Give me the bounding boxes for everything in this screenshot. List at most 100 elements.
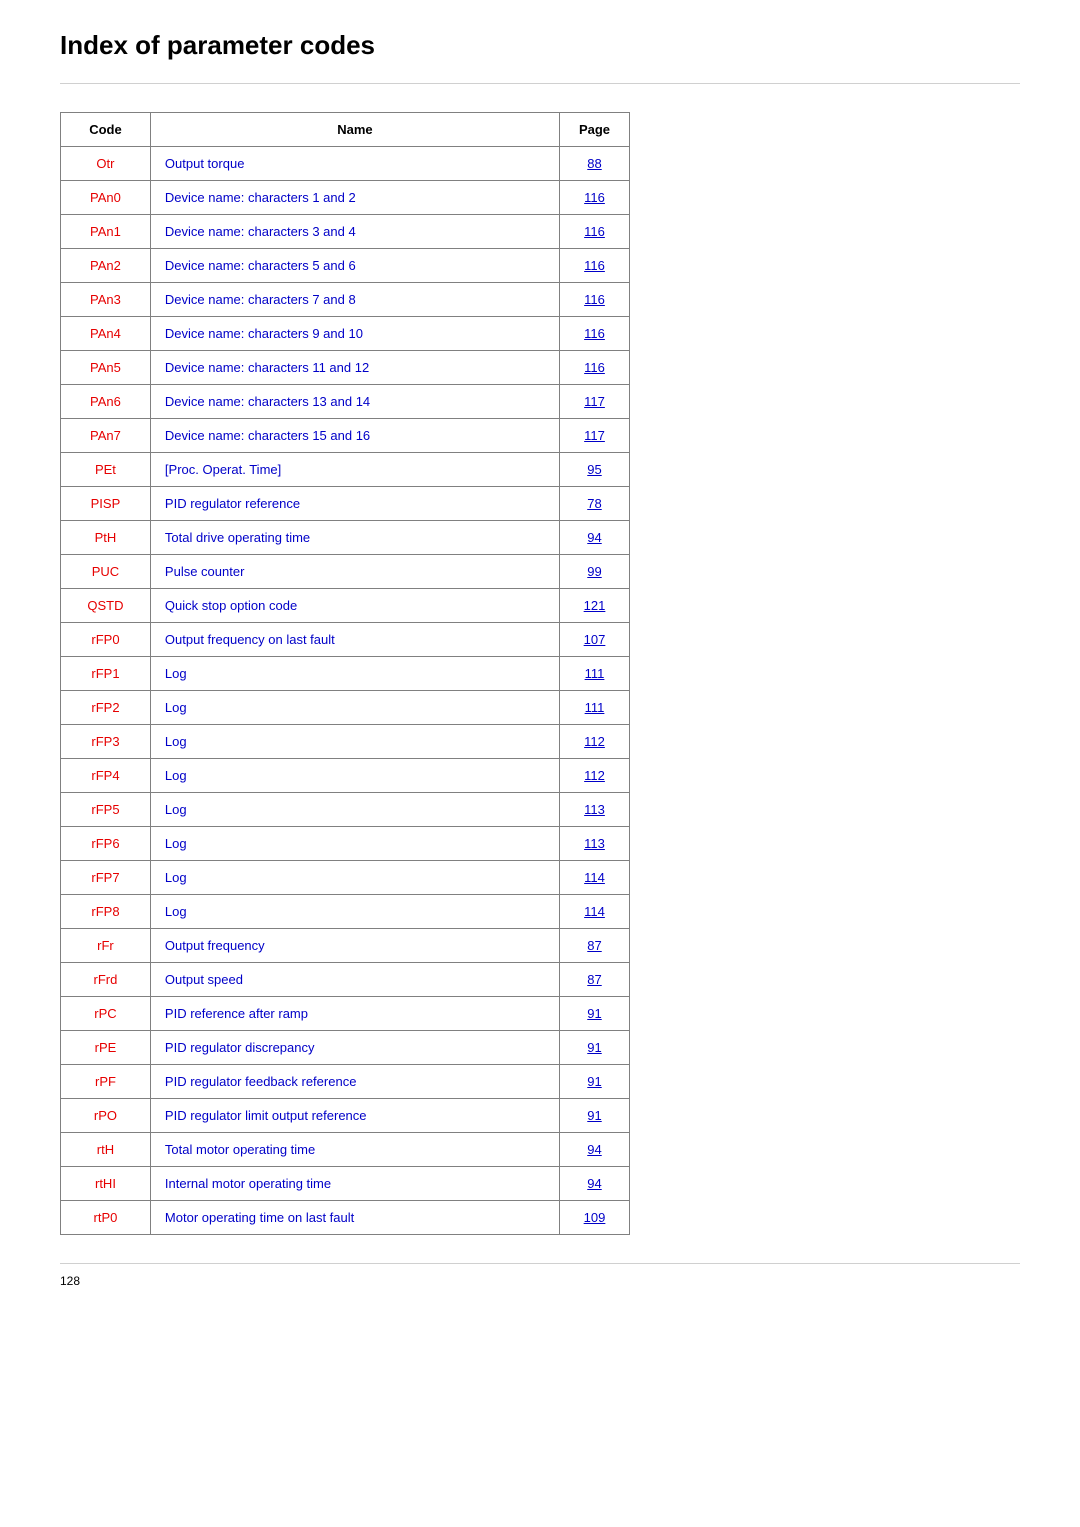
code-cell: PAn7 <box>61 419 151 453</box>
page-cell: 116 <box>560 181 630 215</box>
name-cell: Device name: characters 1 and 2 <box>150 181 559 215</box>
code-cell: rtHI <box>61 1167 151 1201</box>
header-name: Name <box>150 113 559 147</box>
code-cell: rFP7 <box>61 861 151 895</box>
table-row: PISPPID regulator reference78 <box>61 487 630 521</box>
table-row: rFP0Output frequency on last fault107 <box>61 623 630 657</box>
page-link[interactable]: 87 <box>587 972 601 987</box>
page-link[interactable]: 94 <box>587 1142 601 1157</box>
table-row: PtHTotal drive operating time94 <box>61 521 630 555</box>
page-container: Index of parameter codes Code Name Page … <box>0 0 1080 1318</box>
page-cell: 114 <box>560 895 630 929</box>
table-row: rtP0Motor operating time on last fault 10… <box>61 1201 630 1235</box>
page-link[interactable]: 113 <box>584 802 605 817</box>
table-row: rFP7Log 114 <box>61 861 630 895</box>
page-link[interactable]: 88 <box>587 156 601 171</box>
page-link[interactable]: 116 <box>584 258 605 273</box>
page-link[interactable]: 107 <box>584 632 606 647</box>
page-link[interactable]: 117 <box>584 428 605 443</box>
page-cell: 94 <box>560 521 630 555</box>
table-row: rFP8Log114 <box>61 895 630 929</box>
table-row: rFrOutput frequency87 <box>61 929 630 963</box>
page-link[interactable]: 78 <box>587 496 601 511</box>
page-cell: 116 <box>560 249 630 283</box>
name-cell: Log <box>150 861 559 895</box>
table-row: OtrOutput torque88 <box>61 147 630 181</box>
page-link[interactable]: 111 <box>585 700 605 715</box>
page-cell: 78 <box>560 487 630 521</box>
page-link[interactable]: 112 <box>584 734 605 749</box>
table-row: rPEPID regulator discrepancy 91 <box>61 1031 630 1065</box>
page-link[interactable]: 94 <box>587 1176 601 1191</box>
header-page: Page <box>560 113 630 147</box>
page-cell: 94 <box>560 1167 630 1201</box>
name-cell: Output frequency on last fault <box>150 623 559 657</box>
page-cell: 113 <box>560 827 630 861</box>
page-link[interactable]: 116 <box>584 292 605 307</box>
page-link[interactable]: 116 <box>584 326 605 341</box>
page-cell: 111 <box>560 657 630 691</box>
name-cell: Output torque <box>150 147 559 181</box>
name-cell: Log <box>150 725 559 759</box>
page-link[interactable]: 99 <box>587 564 601 579</box>
page-link[interactable]: 87 <box>587 938 601 953</box>
page-cell: 112 <box>560 759 630 793</box>
page-cell: 117 <box>560 385 630 419</box>
page-link[interactable]: 114 <box>584 904 605 919</box>
table-header-row: Code Name Page <box>61 113 630 147</box>
code-cell: rFP4 <box>61 759 151 793</box>
name-cell: Device name: characters 5 and 6 <box>150 249 559 283</box>
page-link[interactable]: 95 <box>587 462 601 477</box>
name-cell: Device name: characters 15 and 16 <box>150 419 559 453</box>
page-link[interactable]: 116 <box>584 224 605 239</box>
name-cell: Device name: characters 11 and 12 <box>150 351 559 385</box>
page-cell: 91 <box>560 1031 630 1065</box>
table-row: PEt[Proc. Operat. Time]95 <box>61 453 630 487</box>
page-cell: 116 <box>560 317 630 351</box>
page-link[interactable]: 109 <box>584 1210 606 1225</box>
name-cell: Total drive operating time <box>150 521 559 555</box>
page-cell: 91 <box>560 997 630 1031</box>
page-link[interactable]: 94 <box>587 530 601 545</box>
name-cell: Device name: characters 9 and 10 <box>150 317 559 351</box>
table-row: PUCPulse counter99 <box>61 555 630 589</box>
page-link[interactable]: 91 <box>587 1108 601 1123</box>
name-cell: Device name: characters 3 and 4 <box>150 215 559 249</box>
page-link[interactable]: 112 <box>584 768 605 783</box>
page-cell: 114 <box>560 861 630 895</box>
page-cell: 117 <box>560 419 630 453</box>
table-row: PAn0Device name: characters 1 and 2116 <box>61 181 630 215</box>
page-cell: 116 <box>560 283 630 317</box>
name-cell: PID regulator discrepancy <box>150 1031 559 1065</box>
name-cell: Device name: characters 13 and 14 <box>150 385 559 419</box>
name-cell: Log <box>150 895 559 929</box>
page-link[interactable]: 117 <box>584 394 605 409</box>
name-cell: Quick stop option code <box>150 589 559 623</box>
page-link[interactable]: 91 <box>587 1006 601 1021</box>
code-cell: rPF <box>61 1065 151 1099</box>
code-cell: rFP1 <box>61 657 151 691</box>
page-link[interactable]: 91 <box>587 1040 601 1055</box>
name-cell: Output speed <box>150 963 559 997</box>
page-link[interactable]: 111 <box>585 666 605 681</box>
code-cell: rFP6 <box>61 827 151 861</box>
page-cell: 99 <box>560 555 630 589</box>
name-cell: Log <box>150 793 559 827</box>
page-link[interactable]: 116 <box>584 190 605 205</box>
code-cell: rtP0 <box>61 1201 151 1235</box>
table-row: rFP6Log113 <box>61 827 630 861</box>
page-link[interactable]: 114 <box>584 870 605 885</box>
name-cell: Total motor operating time <box>150 1133 559 1167</box>
page-link[interactable]: 121 <box>584 598 606 613</box>
page-cell: 91 <box>560 1065 630 1099</box>
table-row: rFrdOutput speed87 <box>61 963 630 997</box>
code-cell: rPE <box>61 1031 151 1065</box>
table-row: PAn6Device name: characters 13 and 14117 <box>61 385 630 419</box>
page-link[interactable]: 113 <box>584 836 605 851</box>
page-cell: 109 <box>560 1201 630 1235</box>
page-link[interactable]: 116 <box>584 360 605 375</box>
parameter-table: Code Name Page OtrOutput torque88PAn0Dev… <box>60 112 630 1235</box>
page-link[interactable]: 91 <box>587 1074 601 1089</box>
name-cell: Motor operating time on last fault <box>150 1201 559 1235</box>
table-row: rFP2Log111 <box>61 691 630 725</box>
